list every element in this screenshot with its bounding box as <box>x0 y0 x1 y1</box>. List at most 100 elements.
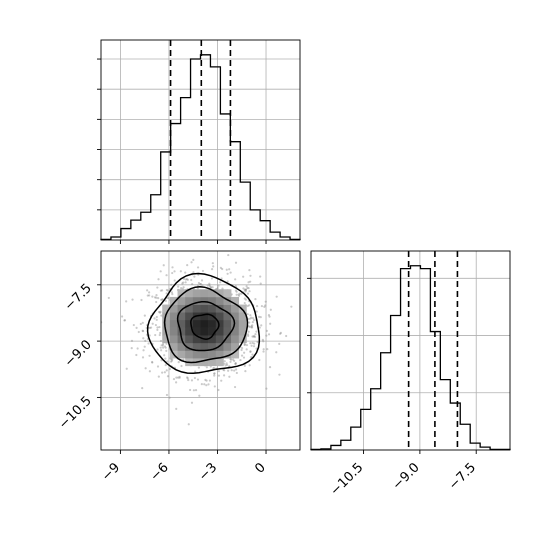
scatter-point <box>186 377 189 380</box>
scatter-point <box>260 304 264 308</box>
scatter-point <box>160 314 163 317</box>
scatter-point <box>290 305 293 308</box>
density-cell <box>169 312 178 321</box>
x-tick-label: −9 <box>99 460 123 484</box>
density-cell <box>223 350 232 359</box>
scatter-point <box>194 370 197 373</box>
scatter-point <box>156 326 159 329</box>
scatter-point <box>265 329 268 332</box>
scatter-point <box>259 282 262 285</box>
axes-frame <box>100 250 301 451</box>
scatter-point <box>201 269 205 273</box>
scatter-point <box>131 298 134 301</box>
density-cell <box>215 312 224 321</box>
scatter-point <box>222 374 226 377</box>
scatter-point <box>148 291 151 294</box>
scatter-point <box>162 264 165 267</box>
density-cell <box>215 319 224 328</box>
scatter-point <box>285 334 288 338</box>
scatter-point <box>205 366 208 369</box>
density-cell <box>185 327 194 336</box>
scatter-point <box>238 294 241 297</box>
scatter-point <box>217 284 220 287</box>
density-cell <box>177 327 186 336</box>
scatter-point <box>213 374 216 377</box>
density-cell <box>215 327 224 336</box>
scatter-point <box>242 287 245 290</box>
density-cell <box>185 319 194 328</box>
scatter-point <box>176 376 180 379</box>
scatter-point <box>165 349 168 352</box>
scatter-point <box>151 295 154 298</box>
scatter-point <box>170 357 173 361</box>
scatter-point <box>237 293 240 296</box>
scatter-point <box>216 286 219 290</box>
scatter-point <box>252 317 255 320</box>
scatter-point <box>217 388 220 392</box>
scatter-point <box>165 342 168 345</box>
scatter-point <box>265 334 268 337</box>
contour-line <box>146 272 261 375</box>
scatter-point <box>243 343 246 346</box>
scatter-point <box>266 348 269 351</box>
scatter-point <box>249 280 252 283</box>
scatter-point <box>167 296 170 300</box>
scatter-point <box>243 297 246 300</box>
scatter-point <box>155 300 158 304</box>
scatter-point <box>162 342 165 345</box>
scatter-point <box>142 349 145 352</box>
scatter-point <box>166 375 170 378</box>
scatter-point <box>213 372 216 375</box>
density-cell <box>177 350 186 359</box>
scatter-point <box>220 379 223 382</box>
scatter-point <box>159 289 163 292</box>
scatter-point <box>234 362 237 366</box>
scatter-point <box>172 377 176 381</box>
scatter-point <box>206 284 209 287</box>
scatter-point <box>243 343 247 346</box>
scatter-point <box>201 284 204 287</box>
scatter-point <box>213 385 216 388</box>
scatter-point <box>229 358 232 361</box>
scatter-point <box>248 325 251 328</box>
scatter-point <box>248 290 251 293</box>
scatter-point <box>154 333 157 337</box>
scatter-point <box>182 286 185 289</box>
scatter-point <box>255 330 258 333</box>
scatter-point <box>169 360 173 363</box>
scatter-point <box>166 289 169 292</box>
scatter-point <box>160 298 163 302</box>
density-cell <box>238 319 247 328</box>
scatter-point <box>219 266 222 269</box>
density-cell <box>208 304 217 313</box>
scatter-point <box>243 288 246 291</box>
scatter-point <box>250 326 253 329</box>
scatter-point <box>148 294 151 297</box>
scatter-point <box>254 333 257 336</box>
scatter-point <box>246 313 249 316</box>
density-cell <box>223 296 232 305</box>
density-cell <box>215 289 224 298</box>
scatter-point <box>193 376 197 380</box>
scatter-point <box>252 335 256 338</box>
histogram-series-param1 <box>100 54 301 241</box>
scatter-point <box>256 340 259 344</box>
y-tick-label: −7.5 <box>62 281 95 314</box>
scatter-point <box>151 322 154 325</box>
scatter-point <box>153 317 156 320</box>
scatter-point <box>279 331 282 334</box>
scatter-point <box>160 349 163 352</box>
scatter-point <box>244 288 248 291</box>
scatter-point <box>248 364 251 367</box>
scatter-point <box>164 299 167 302</box>
scatter-point <box>199 282 202 286</box>
density-cell <box>177 342 186 351</box>
scatter-point <box>247 317 250 321</box>
scatter-point <box>244 298 248 301</box>
scatter-point <box>264 304 267 307</box>
scatter-point <box>253 342 256 345</box>
scatter-point <box>249 350 252 353</box>
scatter-point <box>207 383 210 386</box>
scatter-point <box>184 278 187 281</box>
density-cell <box>231 350 240 359</box>
